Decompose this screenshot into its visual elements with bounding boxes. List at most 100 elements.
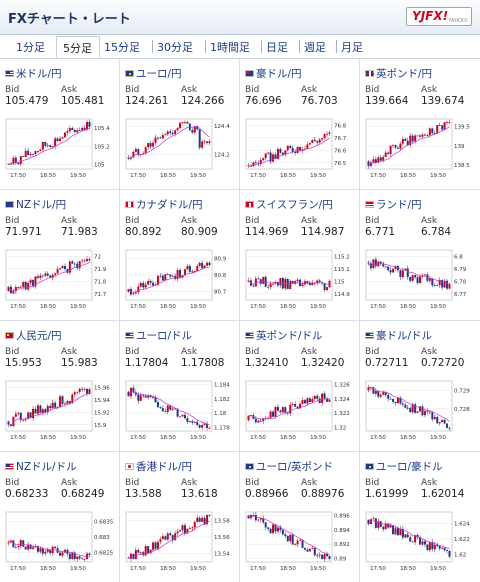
candle <box>433 544 436 550</box>
candle <box>154 542 157 549</box>
candle <box>323 554 326 559</box>
pair-name[interactable]: 香港ドル/円 <box>125 459 192 474</box>
price-chart[interactable]: 6.8 6.79 6.78 6.77 17:50 18:50 19:50 <box>360 240 480 318</box>
pair-name[interactable]: NZドル/ドル <box>5 459 77 474</box>
candle <box>294 151 297 153</box>
y-tick-label: 15.94 <box>94 398 110 404</box>
price-chart[interactable]: 0.6835 0.683 0.6825 17:50 18:50 19:50 <box>0 502 120 580</box>
rate-cell[interactable]: 豪ドル/円 Bid Ask 76.696 76.703 76.8 76.7 76.6 76.5 1… <box>240 59 360 190</box>
candle <box>71 394 74 404</box>
y-tick-label: 15.96 <box>94 385 110 391</box>
candle <box>272 154 275 162</box>
rate-cell[interactable]: 英ポンド/ドル Bid Ask 1.32410 1.32420 1.326 1.324 1.3… <box>240 321 360 452</box>
candle <box>66 269 69 273</box>
price-chart[interactable]: 139.5 139 138.5 17:50 18:50 19:50 <box>360 109 480 187</box>
price-chart[interactable]: 76.8 76.7 76.6 76.5 17:50 18:50 19:50 <box>240 109 360 187</box>
price-chart[interactable]: 124.4 124.2 17:50 18:50 19:50 <box>120 109 240 187</box>
pair-name[interactable]: 豪ドル/円 <box>245 66 302 81</box>
price-chart[interactable]: 0.729 0.728 17:50 18:50 19:50 <box>360 371 480 449</box>
candle <box>272 283 275 285</box>
price-chart[interactable]: 1.624 1.622 1.62 17:50 18:50 19:50 <box>360 502 480 580</box>
candle <box>252 162 255 166</box>
tab-weekly[interactable]: 週足 <box>304 41 326 54</box>
pair-name[interactable]: ランド/円 <box>365 197 422 212</box>
pair-name[interactable]: NZドル/円 <box>5 197 66 212</box>
pair-name-text: NZドル/ドル <box>16 461 77 473</box>
rate-cell[interactable]: ユーロ/ドル Bid Ask 1.17804 1.17808 1.184 1.182 1.18… <box>120 321 240 452</box>
price-chart[interactable]: 72 71.9 71.8 71.7 17:50 18:50 19:50 <box>0 240 120 318</box>
candle <box>269 411 272 419</box>
candle <box>14 286 17 292</box>
rate-cell[interactable]: ユーロ/円 Bid Ask 124.261 124.266 124.4 124.2 17:50… <box>120 59 240 190</box>
rate-cell[interactable]: NZドル/ドル Bid Ask 0.68233 0.68249 0.6835 0.683 0.… <box>0 452 120 582</box>
y-tick-label: 76.8 <box>334 123 347 129</box>
yjfx-logo[interactable]: YJFX! YAHOO! <box>406 7 472 26</box>
ask-label: Ask <box>181 216 198 226</box>
candle <box>156 402 159 408</box>
price-chart[interactable]: 1.326 1.324 1.322 1.32 17:50 18:50 19:50 <box>240 371 360 449</box>
candle <box>29 279 32 283</box>
pair-name[interactable]: スイスフラン/円 <box>245 197 333 212</box>
candle <box>252 415 255 419</box>
rate-cell[interactable]: スイスフラン/円 Bid Ask 114.969 114.987 115.2 115.1 11… <box>240 190 360 321</box>
bid-value: 76.696 <box>245 95 282 107</box>
tab-daily[interactable]: 日足 <box>266 41 288 54</box>
rate-cell[interactable]: 英ポンド/円 Bid Ask 139.664 139.674 139.5 139 138.5 1… <box>360 59 480 190</box>
tab-1hour[interactable]: 1時間足 <box>210 41 250 54</box>
rate-cell[interactable]: 豪ドル/ドル Bid Ask 0.72711 0.72720 0.729 0.728 17:5… <box>360 321 480 452</box>
bid-label: Bid <box>245 478 260 488</box>
y-tick-label: 115.2 <box>334 254 350 260</box>
rate-cell[interactable]: 香港ドル/円 Bid Ask 13.588 13.618 13.58 13.56 13.54 1… <box>120 452 240 582</box>
tab-5min[interactable]: 5分足 <box>56 36 100 58</box>
candle <box>34 546 37 548</box>
rate-cell[interactable]: ユーロ/英ポンド Bid Ask 0.88966 0.88976 0.896 0.894 0.… <box>240 452 360 582</box>
pair-name[interactable]: 人民元/円 <box>5 328 62 343</box>
candle <box>29 412 32 419</box>
candle <box>61 552 64 556</box>
tab-15min[interactable]: 15分足 <box>104 41 140 54</box>
tab-monthly[interactable]: 月足 <box>341 41 363 54</box>
x-tick-label: 19:50 <box>70 435 86 441</box>
rate-cell[interactable]: 米ドル/円 Bid Ask 105.479 105.481 105.4 105.2 105 17… <box>0 59 120 190</box>
pair-name[interactable]: 英ポンド/円 <box>365 66 432 81</box>
rate-cell[interactable]: NZドル/円 Bid Ask 71.971 71.983 72 71.9 71.8 71.7 17… <box>0 190 120 321</box>
candle <box>46 273 49 276</box>
candle <box>139 395 142 401</box>
price-chart[interactable]: 115.2 115.1 115 114.9 17:50 18:50 19:50 <box>240 240 360 318</box>
tab-30min[interactable]: 30分足 <box>157 41 193 54</box>
chart-frame <box>245 380 333 432</box>
pair-name[interactable]: ユーロ/ドル <box>125 328 192 343</box>
price-chart[interactable]: 13.58 13.56 13.54 17:50 18:50 19:50 <box>120 502 240 580</box>
price-chart[interactable]: 15.96 15.94 15.92 15.9 17:50 18:50 19:50 <box>0 371 120 449</box>
candle <box>281 529 284 535</box>
ask-label: Ask <box>61 85 78 95</box>
candle <box>377 391 380 397</box>
candle <box>441 420 444 423</box>
bid-value: 105.479 <box>5 95 49 107</box>
pair-name[interactable]: カナダドル/円 <box>125 197 203 212</box>
candle <box>193 521 196 528</box>
pair-name[interactable]: 米ドル/円 <box>5 66 62 81</box>
rate-cell[interactable]: 人民元/円 Bid Ask 15.953 15.983 15.96 15.94 15.92 15… <box>0 321 120 452</box>
candle <box>147 143 150 148</box>
price-chart[interactable]: 105.4 105.2 105 17:50 18:50 19:50 <box>0 109 120 187</box>
price-chart[interactable]: 80.9 80.8 80.7 17:50 18:50 19:50 <box>120 240 240 318</box>
rate-cell[interactable]: ユーロ/豪ドル Bid Ask 1.61999 1.62014 1.624 1.622 1.6… <box>360 452 480 582</box>
pair-name[interactable]: ユーロ/英ポンド <box>245 459 333 474</box>
pair-name[interactable]: 豪ドル/ドル <box>365 328 432 343</box>
y-tick-label: 0.729 <box>454 388 470 394</box>
tab-1min[interactable]: 1分足 <box>16 41 45 54</box>
candle <box>321 554 324 559</box>
candle <box>206 262 209 266</box>
bid-label: Bid <box>5 85 20 95</box>
flag-icon <box>5 70 14 77</box>
candle <box>71 552 74 559</box>
rate-cell[interactable]: ランド/円 Bid Ask 6.771 6.784 6.8 6.79 6.78 6.77 17:5… <box>360 190 480 321</box>
pair-name[interactable]: ユーロ/豪ドル <box>365 459 443 474</box>
pair-name[interactable]: ユーロ/円 <box>125 66 182 81</box>
price-chart[interactable]: 0.896 0.894 0.892 0.89 17:50 18:50 19:50 <box>240 502 360 580</box>
pair-name[interactable]: 英ポンド/ドル <box>245 328 323 343</box>
rate-cell[interactable]: カナダドル/円 Bid Ask 80.892 80.909 80.9 80.8 80.7 17:… <box>120 190 240 321</box>
candle <box>428 278 431 281</box>
price-chart[interactable]: 1.184 1.182 1.18 1.178 17:50 18:50 19:50 <box>120 371 240 449</box>
